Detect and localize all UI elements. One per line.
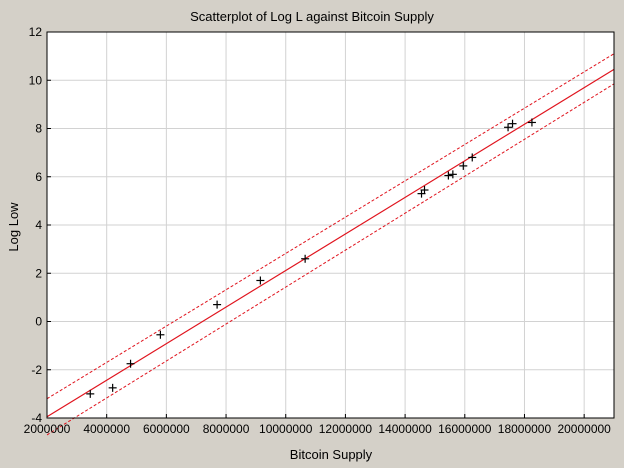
data-point: [126, 359, 135, 368]
x-tick-label: 4000000: [83, 422, 130, 436]
y-tick-label: 12: [29, 25, 43, 39]
data-point: [86, 389, 95, 398]
y-tick-label: 6: [35, 170, 42, 184]
x-axis-ticks: 2000000 4000000 6000000 8000000 10000000 1200…: [24, 414, 611, 436]
y-tick-label: -4: [31, 411, 42, 425]
regression-line: [46, 68, 615, 418]
data-point: [459, 161, 468, 170]
data-point: [444, 171, 453, 180]
x-axis-label: Bitcoin Supply: [290, 447, 373, 462]
x-tick-label: 8000000: [203, 422, 250, 436]
lower-confidence-band: [46, 83, 615, 436]
y-tick-label: 2: [35, 266, 42, 280]
data-point: [508, 119, 517, 128]
x-tick-label: 16000000: [438, 422, 492, 436]
y-tick-label: 4: [35, 218, 42, 232]
y-axis-label: Log Low: [6, 202, 21, 252]
chart-title: Scatterplot of Log L against Bitcoin Sup…: [190, 9, 434, 24]
data-point: [468, 153, 477, 162]
data-point: [420, 186, 429, 195]
upper-confidence-band: [46, 53, 615, 400]
x-tick-label: 2000000: [24, 422, 71, 436]
x-tick-label: 10000000: [259, 422, 313, 436]
data-point: [256, 276, 265, 285]
x-tick-label: 6000000: [143, 422, 190, 436]
data-point: [301, 254, 310, 263]
y-tick-label: -2: [31, 363, 42, 377]
data-points: [86, 118, 536, 398]
y-tick-label: 0: [35, 315, 42, 329]
y-axis-ticks: -4 -2 0 2 4 6 8 10 12: [29, 25, 51, 425]
fit-line: [46, 68, 615, 418]
data-point: [448, 170, 457, 179]
data-point: [108, 383, 117, 392]
data-point: [527, 118, 536, 127]
x-tick-label: 12000000: [319, 422, 373, 436]
data-point: [504, 123, 513, 132]
grid-lines: [47, 32, 614, 418]
data-point: [156, 330, 165, 339]
y-tick-label: 8: [35, 122, 42, 136]
x-tick-label: 14000000: [378, 422, 432, 436]
data-point: [213, 300, 222, 309]
x-tick-label: 20000000: [557, 422, 611, 436]
confidence-bands: [46, 53, 615, 436]
x-tick-label: 18000000: [498, 422, 552, 436]
y-tick-label: 10: [29, 73, 43, 87]
